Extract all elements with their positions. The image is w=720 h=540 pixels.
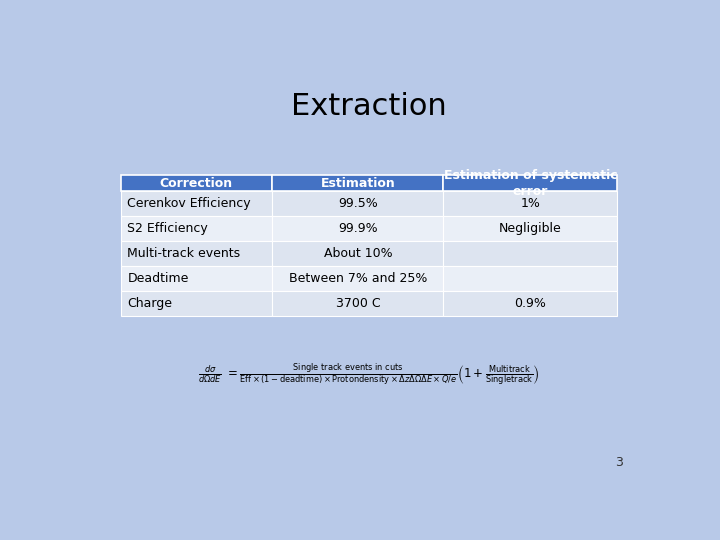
Bar — [121, 266, 272, 292]
Text: S2 Efficiency: S2 Efficiency — [127, 222, 208, 235]
Text: 99.9%: 99.9% — [338, 222, 377, 235]
Bar — [272, 175, 444, 191]
Bar — [121, 175, 272, 191]
Bar — [444, 241, 617, 266]
Text: 3700 C: 3700 C — [336, 298, 380, 310]
Text: 1%: 1% — [521, 197, 540, 210]
Text: About 10%: About 10% — [323, 247, 392, 260]
Bar — [272, 216, 444, 241]
Text: Negligible: Negligible — [499, 222, 562, 235]
Bar — [272, 241, 444, 266]
Bar — [272, 191, 444, 216]
Text: Cerenkov Efficiency: Cerenkov Efficiency — [127, 197, 251, 210]
Text: Extraction: Extraction — [291, 92, 447, 121]
Text: Multi-track events: Multi-track events — [127, 247, 240, 260]
Bar — [444, 266, 617, 292]
Bar — [121, 292, 272, 316]
Text: 3: 3 — [615, 456, 623, 469]
Bar — [121, 241, 272, 266]
Text: Correction: Correction — [160, 177, 233, 190]
Text: Estimation of systematic
error: Estimation of systematic error — [444, 168, 617, 198]
Bar — [444, 191, 617, 216]
Bar — [444, 292, 617, 316]
Bar — [272, 292, 444, 316]
Text: 99.5%: 99.5% — [338, 197, 378, 210]
Bar — [121, 191, 272, 216]
Bar — [444, 216, 617, 241]
Text: Estimation: Estimation — [320, 177, 395, 190]
Bar — [272, 266, 444, 292]
Text: Charge: Charge — [127, 298, 172, 310]
Bar — [121, 216, 272, 241]
Text: Deadtime: Deadtime — [127, 272, 189, 285]
Text: $\frac{d\sigma}{d\Omega dE}$ $= \frac{\mathrm{Single\ track\ events\ in\ cuts}}{: $\frac{d\sigma}{d\Omega dE}$ $= \frac{\m… — [198, 362, 540, 387]
Text: Between 7% and 25%: Between 7% and 25% — [289, 272, 427, 285]
Bar — [444, 175, 617, 191]
Text: 0.9%: 0.9% — [515, 298, 546, 310]
